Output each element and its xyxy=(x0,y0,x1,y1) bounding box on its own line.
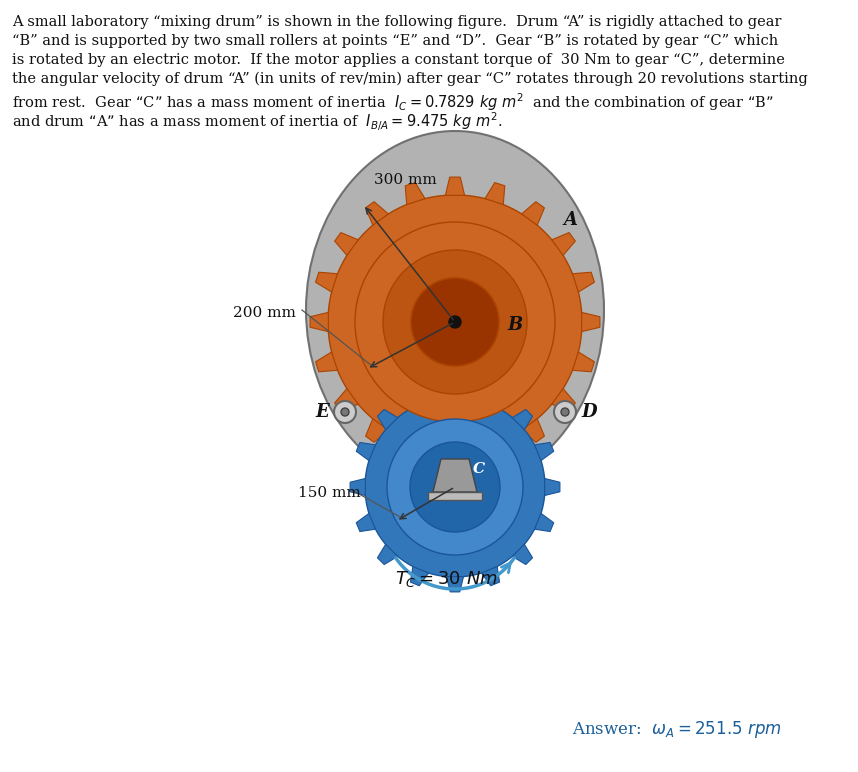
Polygon shape xyxy=(512,409,533,430)
Polygon shape xyxy=(428,492,482,500)
Polygon shape xyxy=(366,418,389,442)
Text: from rest.  Gear “C” has a mass moment of inertia  $I_C = 0.7829\ kg\ m^2$  and : from rest. Gear “C” has a mass moment of… xyxy=(12,91,774,113)
Text: C: C xyxy=(473,462,485,476)
Circle shape xyxy=(554,401,576,423)
Polygon shape xyxy=(485,182,505,205)
Polygon shape xyxy=(522,418,545,442)
Text: 150 mm: 150 mm xyxy=(298,486,360,500)
Polygon shape xyxy=(522,201,545,225)
Text: “B” and is supported by two small rollers at points “E” and “D”.  Gear “B” is ro: “B” and is supported by two small roller… xyxy=(12,34,778,48)
Polygon shape xyxy=(545,479,560,496)
Polygon shape xyxy=(356,513,376,532)
Text: Answer:  $\omega_A = 251.5\ rpm$: Answer: $\omega_A = 251.5\ rpm$ xyxy=(572,719,782,740)
Text: the angular velocity of drum “A” (in units of rev/min) after gear “C” rotates th: the angular velocity of drum “A” (in uni… xyxy=(12,72,807,86)
Polygon shape xyxy=(552,388,576,411)
Polygon shape xyxy=(410,388,429,408)
Polygon shape xyxy=(535,442,553,461)
Polygon shape xyxy=(366,201,389,225)
Polygon shape xyxy=(445,449,465,467)
Polygon shape xyxy=(405,439,425,462)
Polygon shape xyxy=(335,388,358,411)
Polygon shape xyxy=(512,544,533,564)
Circle shape xyxy=(341,408,349,416)
Ellipse shape xyxy=(306,131,604,489)
Circle shape xyxy=(561,408,569,416)
Text: E: E xyxy=(315,403,329,421)
Circle shape xyxy=(411,278,499,366)
Text: 300 mm: 300 mm xyxy=(374,173,437,187)
Circle shape xyxy=(334,401,356,423)
Polygon shape xyxy=(485,439,505,462)
Polygon shape xyxy=(316,352,337,372)
Text: is rotated by an electric motor.  If the motor applies a constant torque of  30 : is rotated by an electric motor. If the … xyxy=(12,53,785,67)
Polygon shape xyxy=(328,195,582,449)
Polygon shape xyxy=(446,577,463,592)
Polygon shape xyxy=(316,273,337,292)
Text: $T_C = 30\ Nm$: $T_C = 30\ Nm$ xyxy=(395,569,498,589)
Polygon shape xyxy=(378,409,397,430)
Polygon shape xyxy=(481,567,499,586)
Polygon shape xyxy=(365,397,545,577)
Circle shape xyxy=(387,419,523,555)
Text: A: A xyxy=(563,211,577,229)
Polygon shape xyxy=(433,459,477,492)
Polygon shape xyxy=(535,513,553,532)
Polygon shape xyxy=(356,442,376,461)
Text: B: B xyxy=(507,316,523,334)
Circle shape xyxy=(449,316,461,328)
Polygon shape xyxy=(446,382,463,398)
Circle shape xyxy=(355,222,555,422)
Polygon shape xyxy=(582,313,600,332)
Polygon shape xyxy=(335,232,358,256)
Polygon shape xyxy=(410,567,429,586)
Polygon shape xyxy=(350,479,366,496)
Polygon shape xyxy=(552,232,576,256)
Circle shape xyxy=(383,250,527,394)
Polygon shape xyxy=(445,177,465,195)
Text: A small laboratory “mixing drum” is shown in the following figure.  Drum “A” is : A small laboratory “mixing drum” is show… xyxy=(12,15,782,29)
Text: 200 mm: 200 mm xyxy=(233,306,296,320)
Polygon shape xyxy=(310,313,329,332)
Text: D: D xyxy=(581,403,596,421)
Circle shape xyxy=(410,442,500,532)
Polygon shape xyxy=(405,182,425,205)
Polygon shape xyxy=(481,388,499,408)
Text: and drum “A” has a mass moment of inertia of  $I_{B/A} = 9.475\ kg\ m^2$.: and drum “A” has a mass moment of inerti… xyxy=(12,110,503,133)
Polygon shape xyxy=(378,544,397,564)
Polygon shape xyxy=(572,352,595,372)
Polygon shape xyxy=(572,273,595,292)
